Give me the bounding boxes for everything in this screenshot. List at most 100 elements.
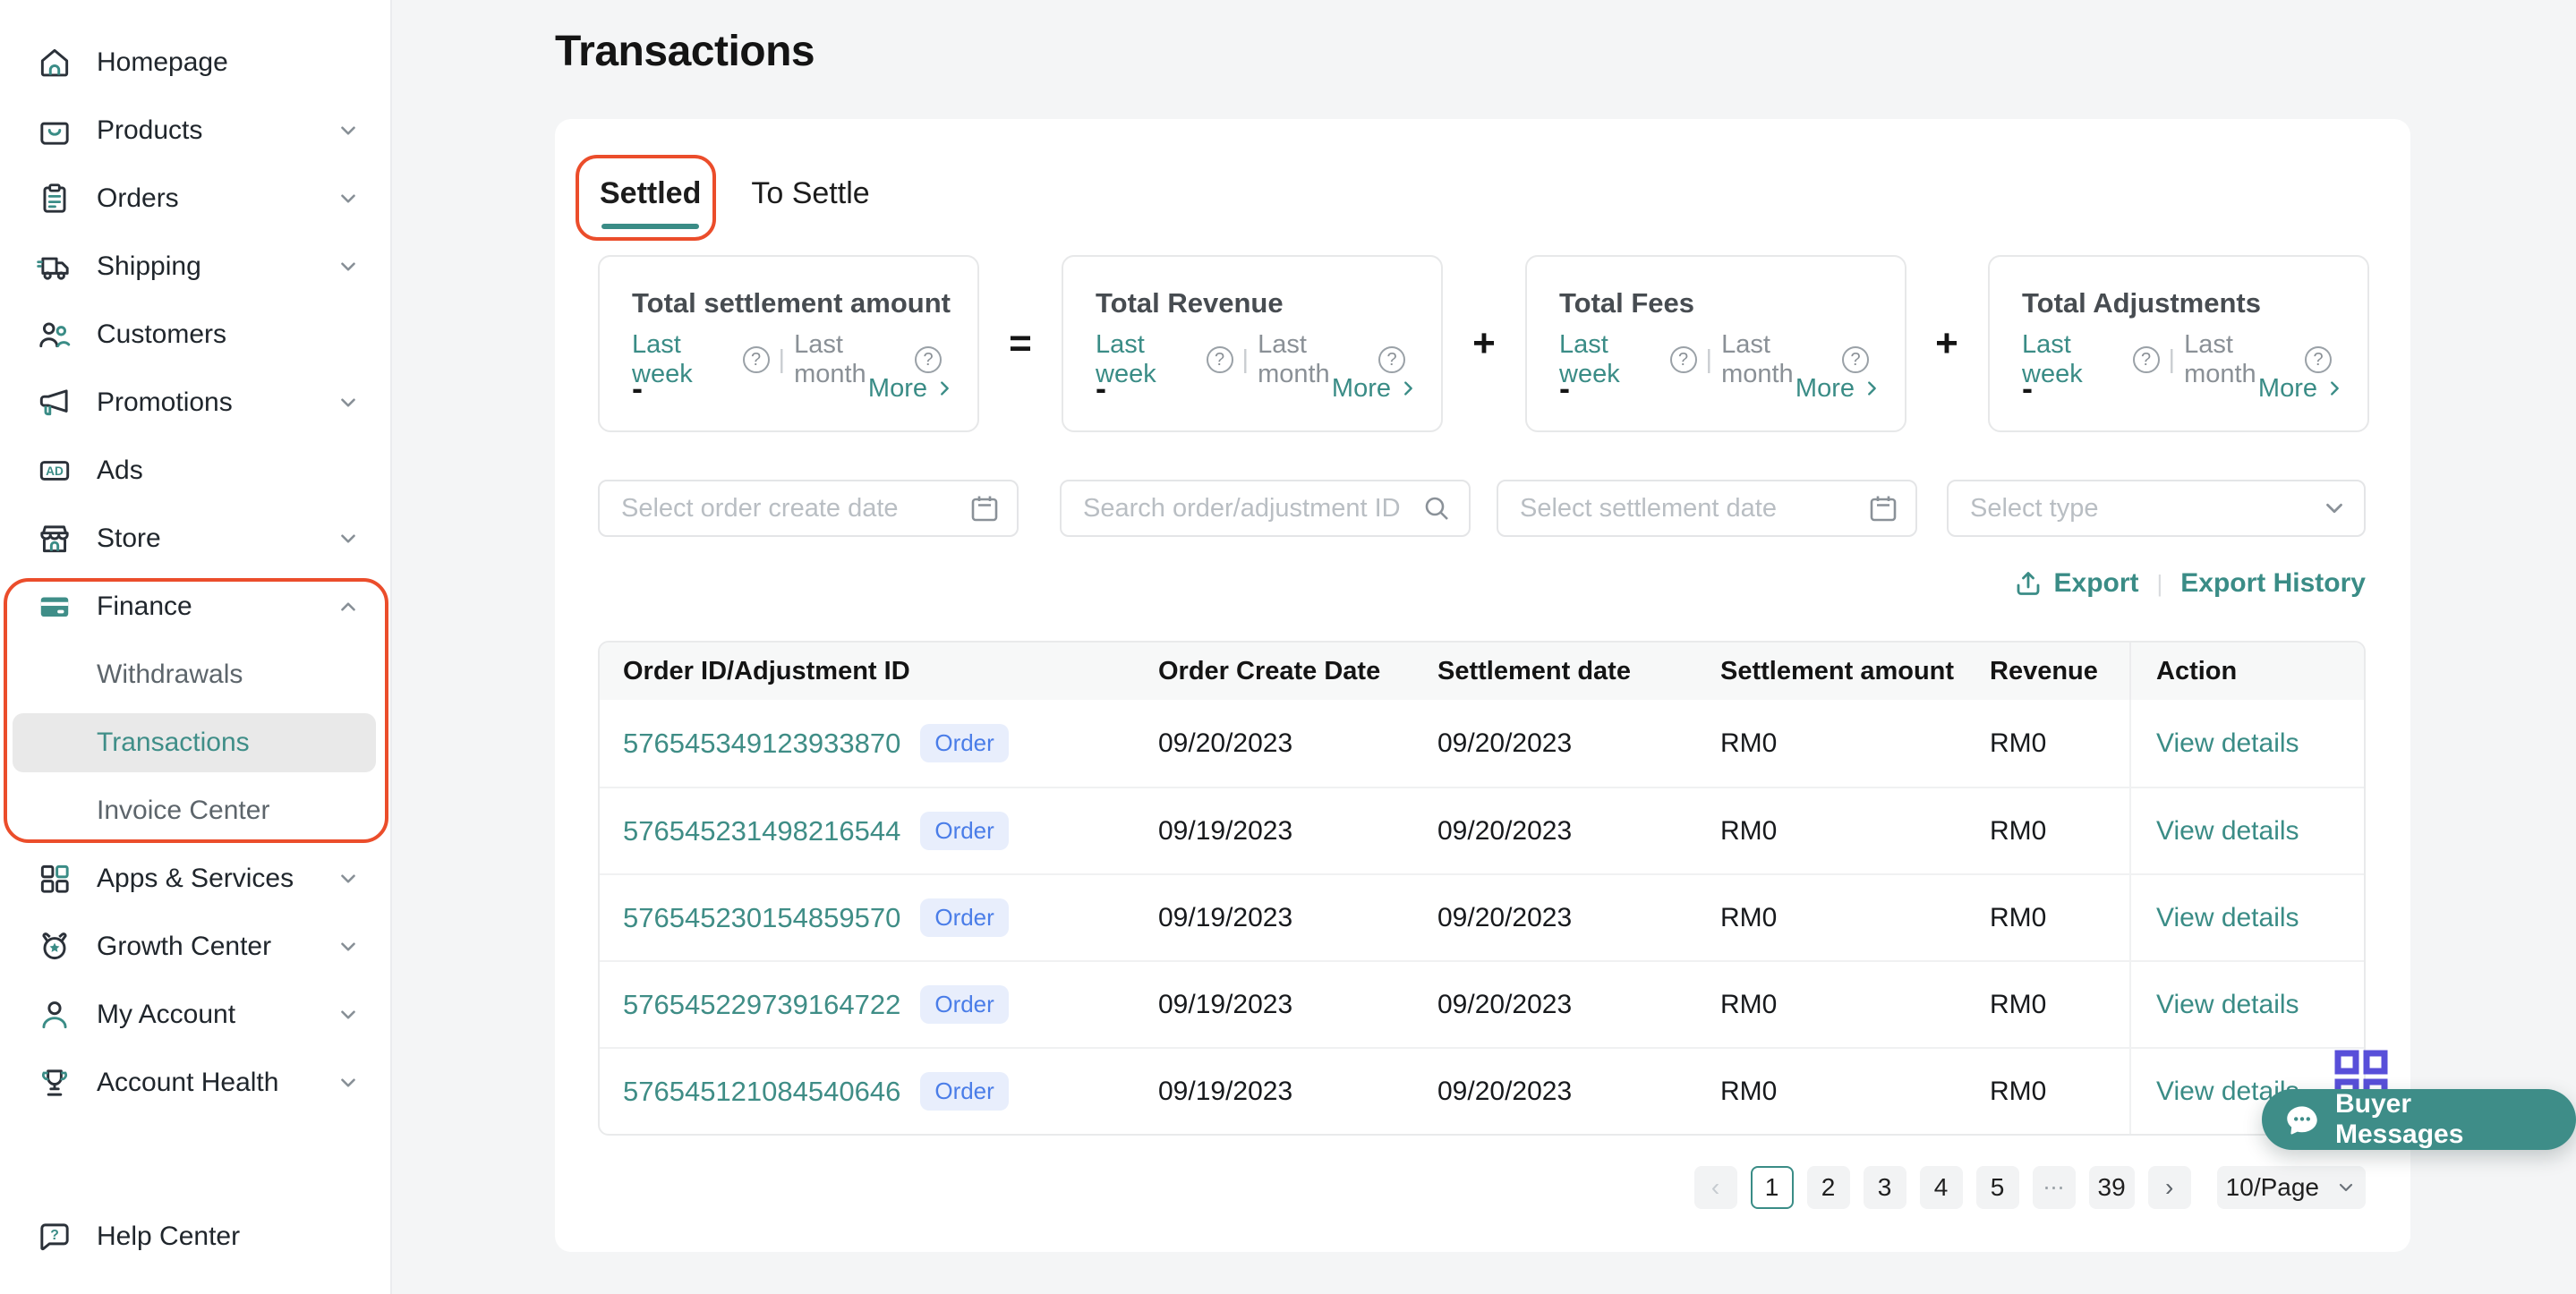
settlement-date-input[interactable] <box>1497 480 1917 537</box>
view-details-link[interactable]: View details <box>2156 728 2299 758</box>
chevron-down-icon <box>337 527 360 550</box>
more-link[interactable]: More <box>1332 374 1418 404</box>
svg-text:?: ? <box>50 1228 59 1243</box>
more-link[interactable]: More <box>2258 374 2344 404</box>
order-create-date: 09/19/2023 <box>1158 815 1293 846</box>
period-last-week[interactable]: Last week <box>1559 330 1620 388</box>
summary-card-adjustments: Total Adjustments Last week ? | Last mon… <box>1988 255 2369 432</box>
type-select-input[interactable] <box>1947 480 2366 537</box>
credit-card-icon <box>36 588 73 626</box>
sidebar-item-label: Store <box>97 524 161 553</box>
period-last-week[interactable]: Last week <box>1096 330 1156 388</box>
operator-plus: + <box>1472 321 1496 365</box>
ellipsis-pages-button[interactable]: ⋯ <box>2032 1166 2076 1209</box>
period-separator: | <box>1241 345 1250 374</box>
order-id-link[interactable]: 576545349123933870 <box>623 727 901 759</box>
sidebar-subitem-label: Invoice Center <box>97 796 270 825</box>
period-last-month[interactable]: Last month <box>1258 330 1330 388</box>
chevron-down-icon <box>337 1071 360 1094</box>
order-create-date: 09/19/2023 <box>1158 1076 1293 1106</box>
sidebar-subitem-label: Withdrawals <box>97 660 243 689</box>
tab-bar: Settled To Settle <box>600 176 870 229</box>
help-circle-icon[interactable]: ? <box>742 346 770 373</box>
help-circle-icon[interactable]: ? <box>1842 346 1869 373</box>
sidebar-subitem-invoice-center[interactable]: Invoice Center <box>0 777 390 845</box>
sidebar-item-store[interactable]: Store <box>0 505 390 573</box>
page-size-select[interactable]: 10/Page <box>2216 1166 2366 1209</box>
settlement-date: 09/20/2023 <box>1437 902 1573 932</box>
help-circle-icon[interactable]: ? <box>915 346 942 373</box>
help-circle-icon[interactable]: ? <box>1378 346 1405 373</box>
sidebar-item-growth-center[interactable]: Growth Center <box>0 913 390 981</box>
sidebar-item-promotions[interactable]: Promotions <box>0 369 390 437</box>
next-page-button[interactable]: › <box>2147 1166 2191 1209</box>
prev-page-button[interactable]: ‹ <box>1693 1166 1737 1209</box>
settlement-date: 09/20/2023 <box>1437 728 1573 758</box>
order-id-link[interactable]: 576545231498216544 <box>623 814 901 847</box>
settlement-date: 09/20/2023 <box>1437 1076 1573 1106</box>
page-button-5[interactable]: 5 <box>1975 1166 2019 1209</box>
more-link[interactable]: More <box>1796 374 1881 404</box>
export-history-button[interactable]: Export History <box>2180 568 2366 599</box>
summary-card-value: - <box>1096 370 1106 406</box>
sidebar-item-label: Ads <box>97 455 143 485</box>
order-id-link[interactable]: 576545229739164722 <box>623 988 901 1020</box>
sidebar-item-apps-services[interactable]: Apps & Services <box>0 845 390 913</box>
page-button-1[interactable]: 1 <box>1750 1166 1794 1209</box>
buyer-messages-button[interactable]: Buyer Messages <box>2262 1089 2576 1150</box>
settlement-amount: RM0 <box>1720 989 1778 1019</box>
settlement-date: 09/20/2023 <box>1437 815 1573 846</box>
sidebar-item-help-center[interactable]: ? Help Center <box>0 1203 392 1271</box>
sidebar-subitem-transactions[interactable]: Transactions <box>13 713 376 772</box>
sidebar-subitem-withdrawals[interactable]: Withdrawals <box>0 641 390 709</box>
tab-settled[interactable]: Settled <box>600 176 701 229</box>
sidebar-item-shipping[interactable]: Shipping <box>0 233 390 301</box>
order-id-link[interactable]: 576545121084540646 <box>623 1075 901 1107</box>
period-last-month[interactable]: Last month <box>794 330 866 388</box>
help-circle-icon[interactable]: ? <box>2132 346 2160 373</box>
sidebar-item-orders[interactable]: Orders <box>0 165 390 233</box>
more-link[interactable]: More <box>868 374 954 404</box>
divider: | <box>2156 569 2163 597</box>
table-row: 576545349123933870 Order 09/20/2023 09/2… <box>600 700 2364 787</box>
order-create-date-input[interactable] <box>598 480 1019 537</box>
view-details-link[interactable]: View details <box>2156 902 2299 932</box>
sidebar-item-label: Customers <box>97 319 227 349</box>
clipboard-icon <box>36 180 73 217</box>
sidebar-item-products[interactable]: Products <box>0 97 390 165</box>
view-details-link[interactable]: View details <box>2156 815 2299 846</box>
page-button-39[interactable]: 39 <box>2088 1166 2135 1209</box>
page-button-3[interactable]: 3 <box>1863 1166 1906 1209</box>
chevron-down-icon <box>337 187 360 210</box>
sidebar-item-account-health[interactable]: Account Health <box>0 1049 390 1117</box>
period-last-week[interactable]: Last week <box>2022 330 2083 388</box>
summary-card-settlement-amount: Total settlement amount Last week ? | La… <box>598 255 979 432</box>
revenue: RM0 <box>1990 815 2047 846</box>
tab-to-settle[interactable]: To Settle <box>751 176 870 210</box>
chevron-up-icon <box>337 595 360 618</box>
sidebar-item-customers[interactable]: Customers <box>0 301 390 369</box>
help-circle-icon[interactable]: ? <box>2305 346 2332 373</box>
view-details-link[interactable]: View details <box>2156 989 2299 1019</box>
chevron-right-icon <box>941 381 949 396</box>
column-header-order-id: Order ID/Adjustment ID <box>623 656 910 685</box>
period-separator: | <box>778 345 786 374</box>
page-button-2[interactable]: 2 <box>1806 1166 1850 1209</box>
order-id-link[interactable]: 576545230154859570 <box>623 901 901 933</box>
help-circle-icon[interactable]: ? <box>1669 346 1697 373</box>
page-button-4[interactable]: 4 <box>1919 1166 1963 1209</box>
sidebar-item-ads[interactable]: AD Ads <box>0 437 390 505</box>
search-id-input[interactable] <box>1060 480 1471 537</box>
period-last-week[interactable]: Last week <box>632 330 693 388</box>
sidebar-item-my-account[interactable]: My Account <box>0 981 390 1049</box>
summary-card-value: - <box>2022 370 2033 406</box>
grid-icon <box>36 860 73 898</box>
period-last-month[interactable]: Last month <box>2184 330 2256 388</box>
sidebar-item-label: Shipping <box>97 251 201 281</box>
sidebar-item-finance[interactable]: Finance <box>0 573 390 641</box>
period-last-month[interactable]: Last month <box>1721 330 1794 388</box>
help-circle-icon[interactable]: ? <box>1206 346 1233 373</box>
settlement-amount: RM0 <box>1720 815 1778 846</box>
export-button[interactable]: Export <box>2013 568 2139 599</box>
sidebar-item-homepage[interactable]: Homepage <box>0 29 390 97</box>
